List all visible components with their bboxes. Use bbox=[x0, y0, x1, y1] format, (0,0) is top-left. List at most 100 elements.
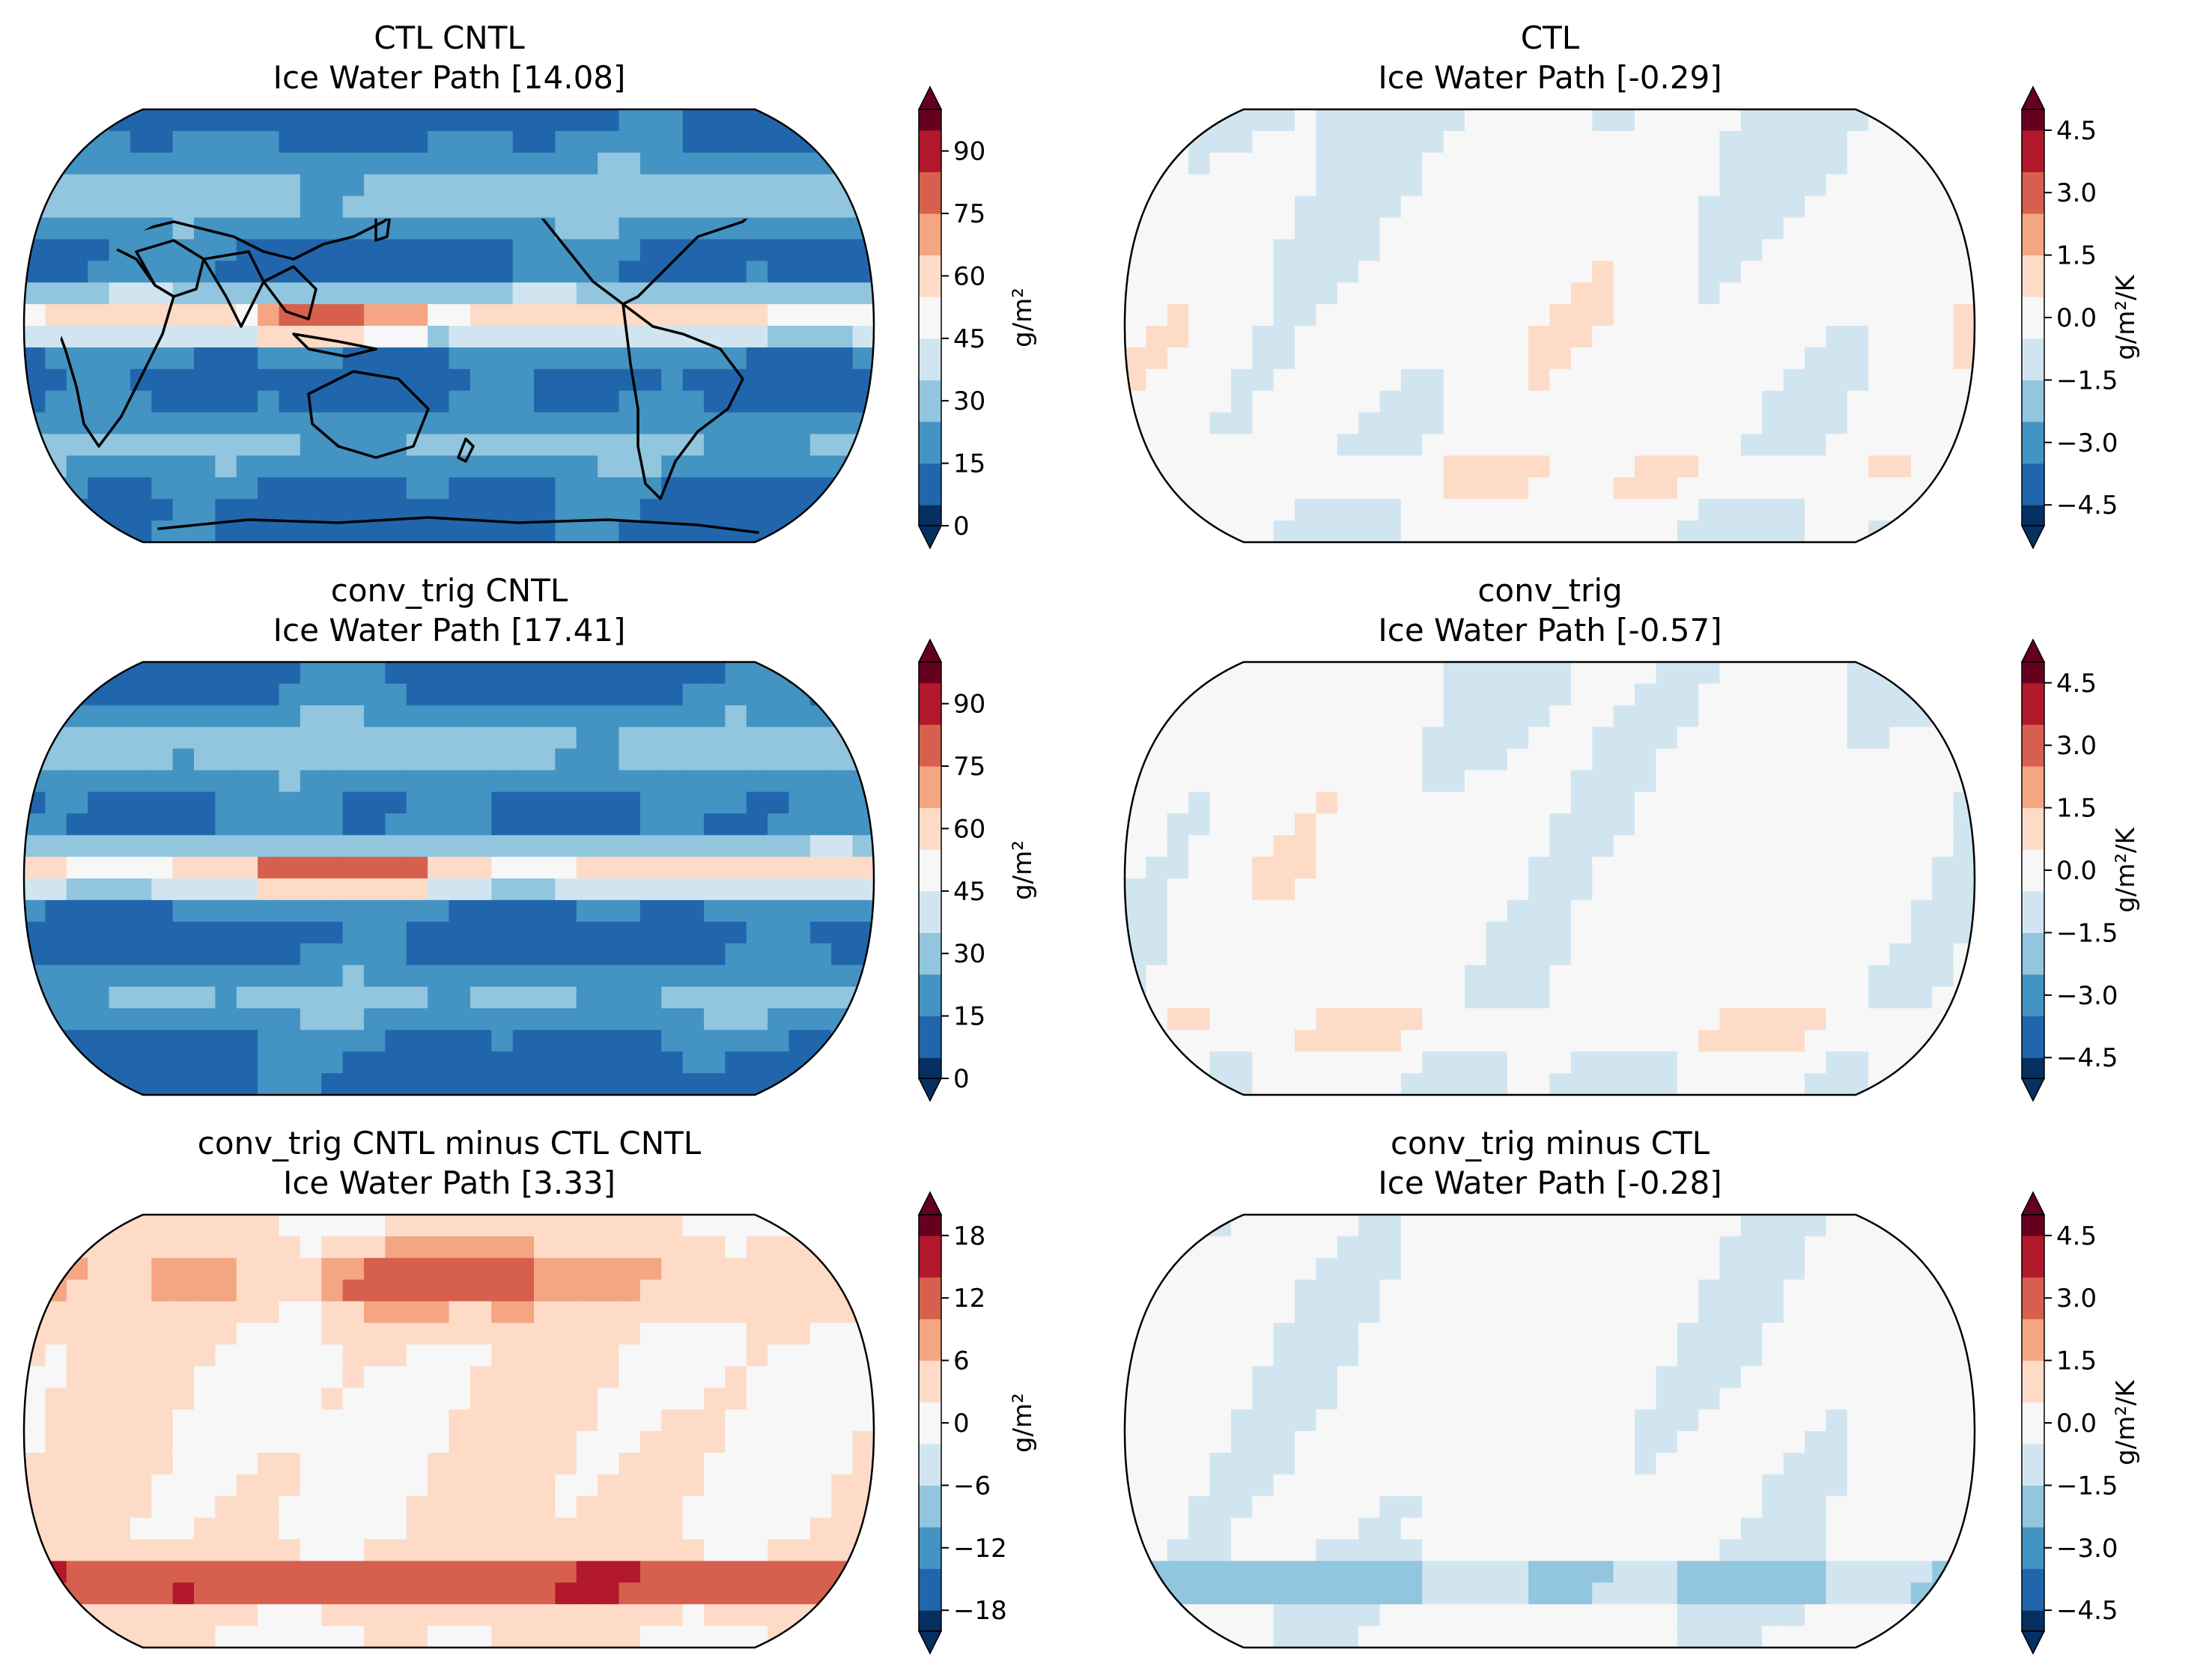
map-cell bbox=[1656, 239, 1678, 261]
map-cell bbox=[491, 705, 514, 728]
map-cell bbox=[534, 1279, 556, 1302]
map-cell bbox=[1570, 1323, 1593, 1345]
map-cell bbox=[1826, 1452, 1848, 1475]
map-cell bbox=[555, 477, 577, 500]
map-cell bbox=[428, 412, 450, 435]
map-cell bbox=[406, 1073, 428, 1095]
map-cell bbox=[428, 434, 450, 456]
map-cell bbox=[725, 130, 747, 154]
map-cell bbox=[1379, 1452, 1402, 1475]
map-cell bbox=[1465, 130, 1486, 154]
map-cell bbox=[88, 368, 110, 392]
map-cell bbox=[1209, 1366, 1232, 1388]
map-cell bbox=[491, 1517, 514, 1540]
map-cell bbox=[1889, 813, 1912, 836]
map-cell bbox=[1868, 1388, 1891, 1410]
map-cell bbox=[1230, 792, 1253, 814]
map-cell bbox=[1167, 921, 1189, 944]
map-cell bbox=[172, 152, 195, 175]
map-cell bbox=[342, 130, 365, 154]
map-cell bbox=[1337, 390, 1359, 413]
map-cell bbox=[1805, 477, 1826, 500]
map-cell bbox=[1316, 792, 1338, 814]
map-cell bbox=[1465, 109, 1486, 132]
map-cell bbox=[1422, 434, 1444, 456]
map-cell bbox=[258, 1582, 280, 1605]
map-cell bbox=[364, 282, 386, 305]
map-cell bbox=[1337, 368, 1359, 392]
map-cell bbox=[449, 217, 471, 240]
map-cell bbox=[470, 261, 492, 283]
map-cell bbox=[1762, 1215, 1784, 1237]
map-cell bbox=[172, 261, 195, 283]
map-cell bbox=[1422, 1301, 1444, 1324]
map-cell bbox=[768, 368, 790, 392]
panel-title-line2: Ice Water Path [14.08] bbox=[273, 59, 626, 96]
map-cell bbox=[1209, 282, 1232, 305]
map-cell bbox=[1613, 986, 1635, 1009]
map-cell bbox=[1549, 857, 1572, 879]
map-cell bbox=[1783, 1301, 1805, 1324]
map-cell bbox=[1167, 1539, 1189, 1561]
map-cell bbox=[1868, 390, 1891, 413]
colorbar-tick-label: 0.0 bbox=[2056, 303, 2097, 333]
map-cell bbox=[279, 1561, 301, 1583]
map-cell bbox=[555, 368, 577, 392]
map-cell bbox=[109, 326, 131, 348]
map-cell bbox=[385, 390, 407, 413]
map-cell bbox=[1847, 499, 1869, 521]
map-cell bbox=[1762, 326, 1784, 348]
map-cell bbox=[1316, 1431, 1338, 1454]
map-cell bbox=[1295, 130, 1316, 154]
map-cell bbox=[258, 1279, 280, 1302]
map-cell bbox=[1932, 857, 1954, 879]
map-cell bbox=[1656, 748, 1678, 771]
map-cell bbox=[1910, 217, 1933, 240]
map-cell bbox=[279, 499, 301, 521]
map-cell bbox=[1337, 1388, 1359, 1410]
map-cell bbox=[1295, 726, 1316, 750]
map-cell bbox=[1422, 1215, 1444, 1237]
colorbar-band bbox=[919, 213, 941, 235]
map-cell bbox=[1719, 174, 1742, 197]
map-cell bbox=[300, 1366, 322, 1388]
map-cell bbox=[258, 304, 280, 327]
map-cell bbox=[1507, 1236, 1529, 1259]
map-cell bbox=[639, 520, 662, 542]
map-cell bbox=[428, 520, 450, 542]
map-cell bbox=[279, 813, 301, 836]
map-cell bbox=[449, 326, 471, 348]
map-cell bbox=[1443, 726, 1465, 750]
colorbar-unit-label: g/m² bbox=[1008, 840, 1038, 900]
map-cell bbox=[1719, 1388, 1742, 1410]
map-cell bbox=[512, 1257, 535, 1281]
map-cell bbox=[1188, 792, 1211, 814]
map-cell bbox=[449, 1215, 471, 1237]
map-cell bbox=[1762, 109, 1784, 132]
coastline bbox=[307, 370, 430, 459]
map-cell bbox=[1230, 304, 1253, 327]
map-cell bbox=[768, 130, 790, 154]
map-cell bbox=[1486, 662, 1508, 684]
map-cell bbox=[1868, 1474, 1891, 1497]
map-cell bbox=[1400, 1366, 1423, 1388]
map-cell bbox=[236, 792, 258, 814]
map-cell bbox=[746, 705, 768, 728]
map-cell bbox=[130, 770, 152, 792]
map-cell bbox=[768, 152, 790, 175]
map-cell bbox=[1379, 726, 1402, 750]
map-cell bbox=[406, 1257, 428, 1281]
map-cell bbox=[342, 261, 365, 283]
map-cell bbox=[1570, 520, 1593, 542]
map-cell bbox=[300, 195, 322, 219]
coastline bbox=[202, 250, 265, 328]
map-cell bbox=[321, 921, 344, 944]
map-cell bbox=[1295, 965, 1316, 988]
map-cell bbox=[1528, 835, 1551, 857]
map-cell bbox=[1847, 412, 1869, 435]
map-cell bbox=[172, 1323, 195, 1345]
map-cell bbox=[1570, 748, 1593, 771]
map-cell bbox=[789, 326, 811, 348]
map-cell bbox=[1549, 1073, 1572, 1095]
map-cell bbox=[619, 1279, 641, 1302]
